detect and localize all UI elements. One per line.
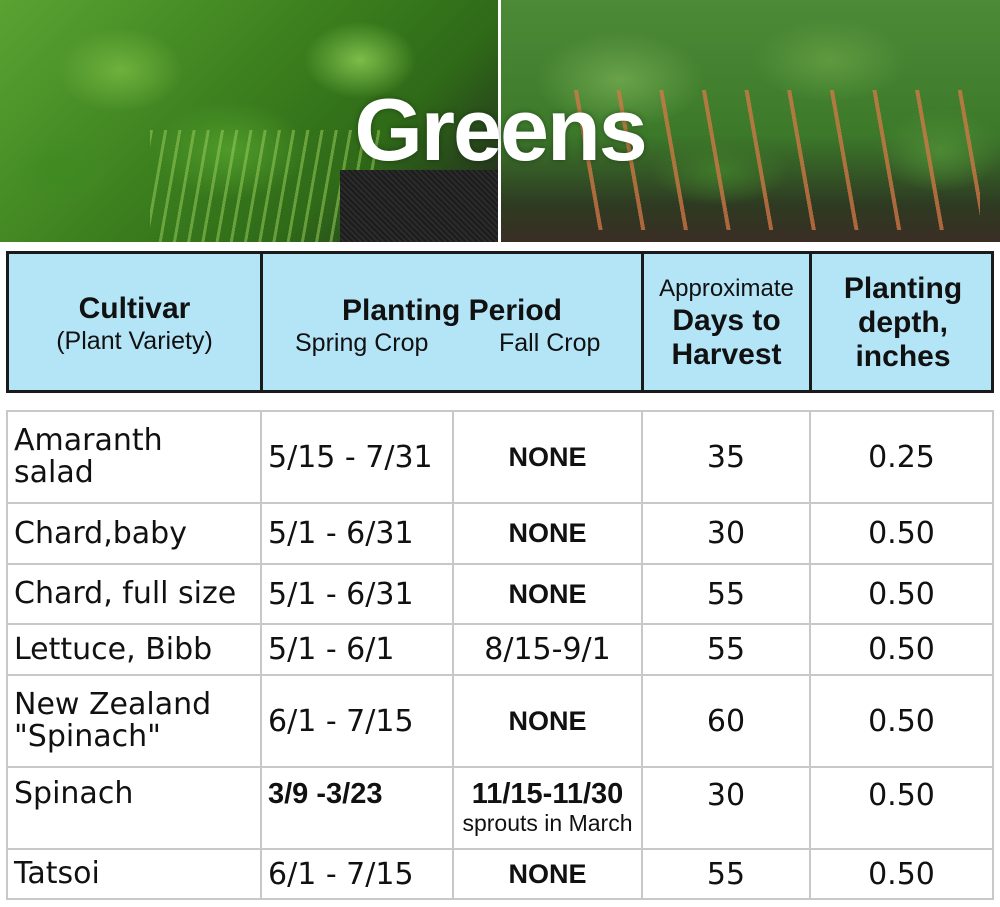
cell-cultivar: Spinach (8, 768, 262, 848)
banner: Greens (0, 0, 1000, 242)
header-days-line1: Approximate (659, 275, 794, 302)
fall-crop-value: 11/15-11/30 (471, 778, 624, 810)
cell-cultivar: Tatsoi (8, 850, 262, 898)
page-title: Greens (354, 80, 647, 179)
header-days-line3: Harvest (671, 338, 782, 371)
fall-crop-value: NONE (508, 578, 587, 609)
cell-days: 30 (643, 768, 811, 848)
fall-crop-value: NONE (508, 518, 587, 548)
header-days-to-harvest: Approximate Days to Harvest (644, 254, 812, 390)
cultivar-line1: Tatsoi (14, 856, 100, 891)
cell-days: 55 (643, 850, 811, 898)
cell-fall-crop: 8/15-9/1 (454, 625, 643, 674)
cell-fall-crop: NONE (454, 676, 643, 766)
cultivar-line1: New Zealand (14, 687, 212, 722)
table-row: Chard, full size 5/1 - 6/31 NONE 55 0.50 (8, 565, 992, 625)
cell-depth: 0.50 (868, 856, 935, 892)
cell-fall-crop: NONE (454, 412, 643, 502)
header-depth-line1: Planting (843, 272, 963, 305)
table-header: Cultivar (Plant Variety) Planting Period… (6, 251, 994, 393)
cell-spring-crop: 5/15 - 7/31 (262, 412, 454, 502)
cultivar-line1: Chard,baby (14, 515, 187, 551)
cell-spring-crop: 3/9 -3/23 (262, 768, 454, 848)
table-row: Tatsoi 6/1 - 7/15 NONE 55 0.50 (8, 850, 992, 898)
cell-days: 55 (643, 565, 811, 623)
header-fall-crop: Fall Crop (499, 329, 601, 357)
fall-crop-value: NONE (508, 705, 587, 736)
cultivar-line1: Spinach (14, 776, 134, 811)
cultivar-line2: "Spinach" (14, 719, 161, 754)
cell-cultivar: New Zealand "Spinach" (8, 676, 262, 766)
fall-crop-value: NONE (508, 858, 587, 889)
photo-divider (498, 0, 501, 242)
table-row: Lettuce, Bibb 5/1 - 6/1 8/15-9/1 55 0.50 (8, 625, 992, 676)
spinach-photo (0, 0, 500, 242)
cell-cultivar: Lettuce, Bibb (8, 625, 262, 674)
cell-fall-crop: NONE (454, 850, 643, 898)
header-depth-line2: depth, (858, 306, 948, 339)
cell-days: 60 (643, 676, 811, 766)
cell-days: 35 (643, 412, 811, 502)
cell-depth: 0.50 (868, 632, 935, 667)
header-cultivar-subtitle: (Plant Variety) (56, 327, 213, 355)
header-cultivar-title: Cultivar (78, 292, 191, 325)
cell-depth: 0.50 (868, 516, 935, 551)
header-depth-line3: inches (855, 340, 951, 373)
cell-fall-crop: NONE (454, 504, 643, 563)
cell-spring-crop: 6/1 - 7/15 (262, 676, 454, 766)
header-period-subcols: Spring Crop Fall Crop (263, 328, 641, 360)
table-row: Amaranth salad 5/15 - 7/31 NONE 35 0.25 (8, 412, 992, 504)
cultivar-line2: salad (14, 455, 94, 490)
table-row: New Zealand "Spinach" 6/1 - 7/15 NONE 60 … (8, 676, 992, 768)
fall-crop-value: NONE (508, 441, 587, 472)
cell-cultivar: Chard, full size (8, 565, 262, 623)
fall-crop-value: 8/15-9/1 (484, 632, 611, 667)
cell-cultivar: Chard,baby (8, 504, 262, 563)
header-spring-crop: Spring Crop (295, 329, 429, 357)
cell-cultivar: Amaranth salad (8, 412, 262, 502)
cell-depth: 0.50 (868, 778, 935, 813)
chard-stalks (560, 90, 980, 230)
header-planting-depth: Planting depth, inches (812, 254, 994, 390)
cultivar-line1: Chard, full size (14, 576, 237, 611)
cultivar-line1: Amaranth (14, 423, 163, 458)
chard-photo (500, 0, 1000, 242)
cell-fall-crop: NONE (454, 565, 643, 623)
fall-crop-note: sprouts in March (462, 810, 633, 836)
cell-days: 55 (643, 625, 811, 674)
cell-spring-crop: 5/1 - 6/31 (262, 504, 454, 563)
cell-depth: 0.25 (868, 439, 935, 475)
cell-spring-crop: 5/1 - 6/31 (262, 565, 454, 623)
cultivar-line1: Lettuce, Bibb (14, 631, 213, 667)
cell-fall-crop: 11/15-11/30 sprouts in March (454, 768, 643, 848)
table-row: Spinach 3/9 -3/23 11/15-11/30 sprouts in… (8, 768, 992, 850)
header-planting-period: Planting Period Spring Crop Fall Crop (263, 254, 644, 390)
header-cultivar: Cultivar (Plant Variety) (9, 254, 263, 390)
cell-spring-crop: 6/1 - 7/15 (262, 850, 454, 898)
cell-spring-crop: 5/1 - 6/1 (262, 625, 454, 674)
table-row: Chard,baby 5/1 - 6/31 NONE 30 0.50 (8, 504, 992, 565)
cell-days: 30 (643, 504, 811, 563)
cell-depth: 0.50 (868, 703, 935, 739)
grow-bag (340, 170, 500, 242)
header-period-title: Planting Period (341, 294, 563, 327)
cell-depth: 0.50 (868, 576, 935, 612)
header-days-line2: Days to (672, 304, 781, 337)
table-body: Amaranth salad 5/15 - 7/31 NONE 35 0.25 C… (6, 410, 994, 900)
